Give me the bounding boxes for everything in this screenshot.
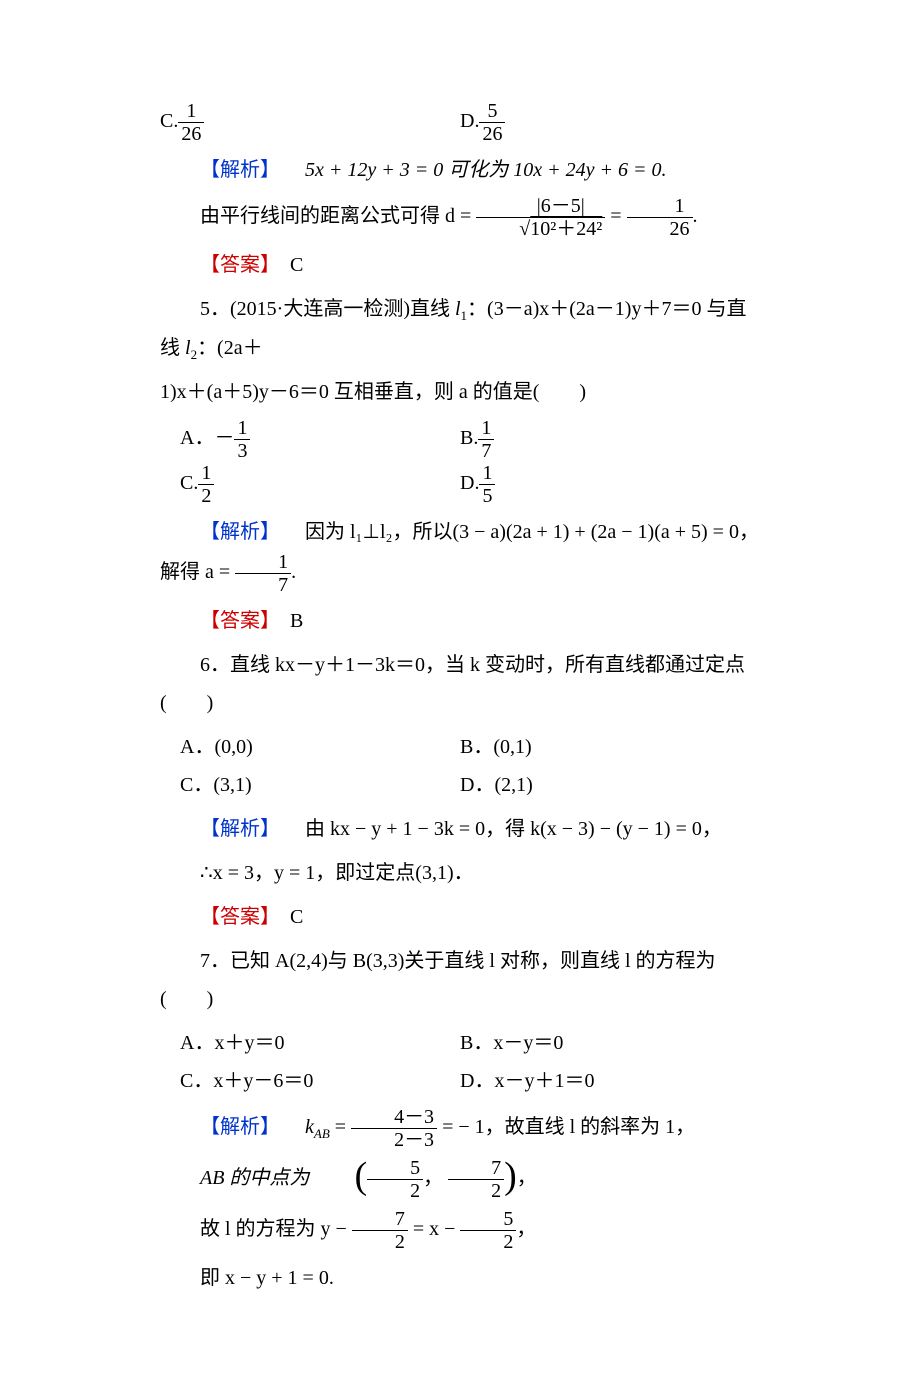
q6-stem: 6．直线 kx－y＋1－3k＝0，当 k 变动时，所有直线都通过定点( )	[160, 646, 760, 722]
fraction: 4－32－3	[351, 1106, 437, 1151]
q6-opt-b: B．(0,1)	[460, 728, 760, 766]
q5-opt-c: C.12	[160, 462, 460, 507]
q6-opt-a: A．(0,0)	[160, 728, 460, 766]
text: AB 的中点为	[200, 1167, 309, 1189]
answer-text: B	[290, 610, 303, 632]
opt-label: C.	[160, 110, 178, 132]
analysis-tag: 【解析】	[200, 521, 280, 543]
q5-opt-a: A．－13	[160, 417, 460, 462]
fraction: 17	[235, 551, 291, 596]
fraction: 52	[367, 1157, 423, 1202]
q6-options-row1: A．(0,0) B．(0,1)	[160, 728, 760, 766]
q4-analysis-2: 由平行线间的距离公式可得 d = |6－5|√10²＋24² = 126.	[160, 195, 760, 240]
text: = − 1，故直线 l 的斜率为 1，	[442, 1116, 695, 1138]
q6-options-row2: C．(3,1) D．(2,1)	[160, 766, 760, 804]
answer-tag: 【答案】	[200, 906, 270, 928]
q7-options-row2: C．x＋y－6＝0 D．x－y＋1＝0	[160, 1062, 760, 1100]
analysis-text: 由 kx − y + 1 − 3k = 0，得 k(x − 3) − (y − …	[305, 818, 722, 840]
analysis-tag: 【解析】	[200, 1116, 280, 1138]
fraction: 15	[479, 462, 495, 507]
answer-text: C	[290, 906, 303, 928]
q4-opt-c: C.126	[160, 100, 460, 145]
text: =	[610, 205, 621, 227]
analysis-tag: 【解析】	[200, 159, 280, 181]
answer-text: C	[290, 254, 303, 276]
opt-label: C.	[180, 472, 198, 494]
q6-opt-c: C．(3,1)	[160, 766, 460, 804]
q5-opt-d: D.15	[460, 462, 760, 507]
q5-options-row2: C.12 D.15	[160, 462, 760, 507]
q5-stem-1: 5．(2015·大连高一检测)直线 l1：(3－a)x＋(2a－1)y＋7＝0 …	[160, 290, 760, 367]
fraction: 72	[352, 1208, 408, 1253]
q4-answer: 【答案】 C	[160, 246, 760, 284]
opt-label: B.	[460, 427, 478, 449]
q7-analysis-4: 即 x − y + 1 = 0.	[160, 1259, 760, 1297]
analysis-text: 5x + 12y + 3 = 0 可化为 10x + 24y + 6 = 0.	[285, 159, 666, 181]
answer-tag: 【答案】	[200, 610, 270, 632]
q7-options-row1: A．x＋y＝0 B．x－y＝0	[160, 1024, 760, 1062]
q4-analysis-1: 【解析】 5x + 12y + 3 = 0 可化为 10x + 24y + 6 …	[160, 151, 760, 189]
q7-opt-a: A．x＋y＝0	[160, 1024, 460, 1062]
opt-label: D.	[460, 110, 479, 132]
fraction: 52	[460, 1208, 516, 1253]
q7-analysis-2: AB 的中点为 (52， 72)，	[160, 1157, 760, 1202]
answer-tag: 【答案】	[200, 254, 270, 276]
q7-stem: 7．已知 A(2,4)与 B(3,3)关于直线 l 对称，则直线 l 的方程为(…	[160, 942, 760, 1018]
fraction: 72	[448, 1157, 504, 1202]
q6-analysis-2: ∴x = 3，y = 1，即过定点(3,1)．	[160, 854, 760, 892]
q7-opt-d: D．x－y＋1＝0	[460, 1062, 760, 1100]
q5-answer: 【答案】 B	[160, 602, 760, 640]
q7-opt-c: C．x＋y－6＝0	[160, 1062, 460, 1100]
text: = x −	[413, 1218, 456, 1240]
q4-options-row2: C.126 D.526	[160, 100, 760, 145]
q6-analysis-1: 【解析】 由 kx − y + 1 − 3k = 0，得 k(x − 3) − …	[160, 810, 760, 848]
opt-label: D.	[460, 472, 479, 494]
text: 由平行线间的距离公式可得 d =	[200, 205, 471, 227]
q5-stem-2: 1)x＋(a＋5)y－6＝0 互相垂直，则 a 的值是( )	[160, 373, 760, 411]
q4-opt-d: D.526	[460, 100, 760, 145]
q5-opt-b: B.17	[460, 417, 760, 462]
q7-opt-b: B．x－y＝0	[460, 1024, 760, 1062]
fraction: 126	[178, 100, 204, 145]
text: 故 l 的方程为 y −	[200, 1218, 347, 1240]
fraction: |6－5|√10²＋24²	[476, 195, 605, 240]
fraction: 12	[198, 462, 214, 507]
q5-analysis: 【解析】 因为 l₁⊥l₂，所以(3 − a)(2a + 1) + (2a − …	[160, 513, 760, 596]
q7-analysis-3: 故 l 的方程为 y − 72 = x − 52，	[160, 1208, 760, 1253]
fraction: 17	[478, 417, 494, 462]
q6-opt-d: D．(2,1)	[460, 766, 760, 804]
fraction: 13	[234, 417, 250, 462]
q7-analysis-1: 【解析】 kAB = 4－32－3 = − 1，故直线 l 的斜率为 1，	[160, 1106, 760, 1151]
fraction: 526	[479, 100, 505, 145]
q6-answer: 【答案】 C	[160, 898, 760, 936]
q5-options-row1: A．－13 B.17	[160, 417, 760, 462]
analysis-tag: 【解析】	[200, 818, 280, 840]
opt-label: A．－	[180, 427, 234, 449]
fraction: 126	[627, 195, 693, 240]
